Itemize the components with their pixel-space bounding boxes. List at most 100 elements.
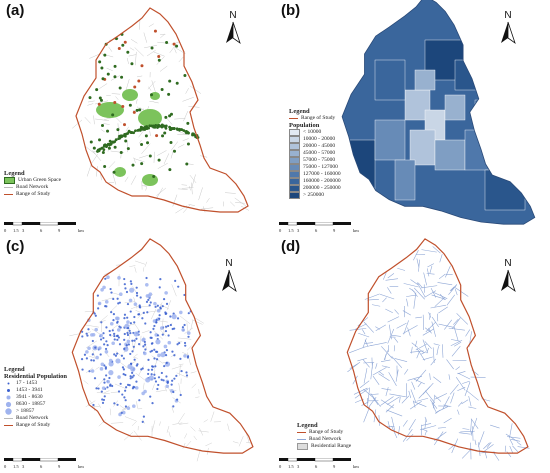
- residential-dot: [170, 383, 173, 386]
- green-space-patch: [98, 96, 102, 100]
- road-segment: [433, 431, 444, 446]
- road-segment: [380, 294, 395, 300]
- green-space-patch: [123, 40, 127, 44]
- road-segment: [408, 390, 412, 399]
- road-segment: [375, 326, 380, 330]
- panel-label-d: (d): [281, 238, 301, 255]
- north-arrow-icon: [226, 21, 241, 45]
- scale-tick-label: 3: [297, 228, 300, 233]
- residential-dot: [133, 315, 136, 319]
- road-segment: [86, 163, 92, 177]
- north-arrow-c: N: [218, 258, 240, 293]
- road-segment: [361, 401, 369, 406]
- legend-class: > 18857: [4, 408, 67, 415]
- road-segment: [431, 316, 439, 328]
- legend-c: Legend Residential Population 17 - 1453 1…: [4, 366, 68, 428]
- road-segment: [461, 399, 469, 405]
- road-segment: [468, 396, 472, 407]
- green-space-patch: [148, 154, 152, 158]
- road-segment: [452, 317, 461, 330]
- residential-dot: [135, 291, 139, 295]
- road-segment: [103, 390, 110, 394]
- study-boundary-b: [341, 0, 536, 225]
- residential-dot: [118, 325, 121, 328]
- residential-dot: [147, 368, 150, 371]
- road-segment: [151, 420, 156, 433]
- residential-dot: [141, 420, 144, 423]
- road-segment: [407, 327, 411, 337]
- road-segment: [439, 254, 443, 263]
- road-segment: [419, 349, 425, 354]
- legend-class-label: 3941 - 8630: [16, 394, 43, 400]
- residential-dot: [99, 353, 102, 356]
- road-segment: [91, 154, 98, 163]
- road-segment: [437, 282, 453, 286]
- legend-class-label: 200000 - 250000: [303, 185, 341, 191]
- residential-dot: [184, 344, 187, 347]
- green-space-patch: [117, 47, 121, 51]
- residential-dot: [135, 286, 138, 289]
- road-segment: [380, 359, 391, 363]
- green-space-patch: [140, 162, 144, 166]
- green-space-patch: [164, 124, 168, 128]
- road-segment: [182, 352, 188, 356]
- road-segment: [189, 186, 191, 191]
- road-segment: [450, 339, 461, 342]
- green-space-patch: [152, 125, 155, 129]
- residential-dot: [155, 321, 158, 324]
- residential-dot: [164, 329, 168, 333]
- green-space-patch: [101, 150, 105, 154]
- green-space-patch: [121, 105, 125, 109]
- green-space-patch: [127, 130, 131, 134]
- legend-class: 127000 - 160000: [289, 171, 341, 178]
- road-segment: [124, 301, 135, 304]
- road-segment: [157, 162, 168, 169]
- road-segment: [98, 403, 102, 409]
- residential-dot: [180, 369, 183, 373]
- green-space-patch: [137, 79, 141, 83]
- residential-dot: [139, 296, 142, 299]
- residential-dot: [106, 379, 110, 384]
- road-segment: [415, 343, 427, 351]
- green-space-patch: [124, 139, 128, 143]
- road-segment: [385, 404, 395, 413]
- residential-dot: [142, 345, 145, 348]
- road-segment: [421, 249, 437, 253]
- residential-dot: [126, 331, 129, 335]
- road-segment: [413, 292, 417, 309]
- road-segment: [458, 432, 471, 435]
- road-segment: [362, 338, 367, 349]
- north-arrow-icon: [501, 269, 516, 293]
- road-segment: [152, 51, 165, 57]
- residential-dot: [149, 336, 152, 339]
- road-segment: [391, 416, 396, 431]
- road-segment: [445, 265, 451, 278]
- green-space-patch: [148, 124, 152, 128]
- road-segment: [200, 207, 214, 210]
- road-segment: [372, 367, 387, 376]
- road-segment: [89, 399, 93, 405]
- residential-dot: [115, 316, 119, 321]
- residential-dot: [130, 366, 136, 372]
- scale-bar-b: 0 1.5 3 6 9 km: [279, 221, 369, 234]
- road-segment: [486, 442, 492, 448]
- panel-label-b: (b): [281, 2, 301, 19]
- panel-a: (a) N Legend Urban Green Space Road Netw…: [0, 0, 275, 236]
- residential-dot: [156, 308, 161, 313]
- residential-dot: [102, 285, 106, 290]
- road-segment: [385, 387, 389, 397]
- residential-dot: [103, 381, 106, 384]
- road-segment: [428, 312, 432, 318]
- residential-dot: [118, 343, 122, 346]
- road-segment: [416, 348, 425, 361]
- residential-dot: [113, 353, 116, 356]
- road-segment: [85, 400, 96, 408]
- green-space-a: [88, 29, 200, 186]
- road-segment: [72, 119, 83, 129]
- road-segment: [125, 79, 130, 91]
- residential-dot: [125, 344, 128, 347]
- road-segment: [139, 335, 142, 346]
- road-segment: [84, 310, 94, 313]
- green-space-patch: [157, 55, 161, 59]
- green-space-patch: [164, 126, 168, 130]
